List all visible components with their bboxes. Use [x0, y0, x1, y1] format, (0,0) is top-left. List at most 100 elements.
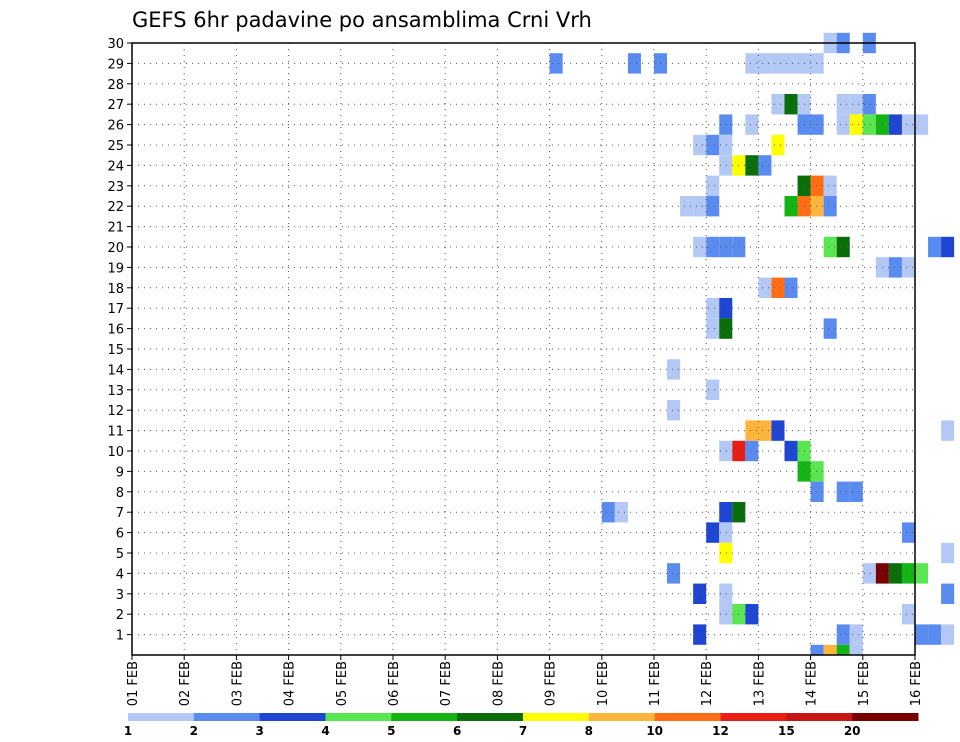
heatmap-cell	[941, 236, 955, 258]
heatmap-cell	[784, 277, 798, 298]
heatmap-cell	[706, 236, 720, 258]
heatmap-cell	[901, 114, 915, 135]
y-tick-label: 15	[107, 343, 124, 358]
y-tick-label: 22	[107, 200, 124, 215]
heatmap-cell	[810, 461, 824, 482]
legend-swatch	[128, 713, 195, 721]
heatmap-cell	[862, 94, 876, 115]
heatmap-cell	[745, 114, 759, 135]
heatmap-cell	[836, 481, 850, 502]
heatmap-cell	[719, 114, 733, 135]
heatmap-cell	[941, 542, 955, 564]
heatmap-cell	[836, 94, 850, 115]
y-tick-label: 16	[107, 323, 124, 338]
x-tick-label: 01 FEB	[126, 661, 141, 706]
heatmap-cell	[745, 604, 759, 625]
y-tick-label: 7	[116, 506, 124, 521]
x-axis: 01 FEB 02 FEB 03 FEB 04 FEB 05 FEB 06 FEB 07 F…	[126, 655, 924, 706]
y-tick-label: 13	[107, 384, 124, 399]
heatmap-cell	[719, 583, 733, 604]
x-tick-label: 04 FEB	[283, 661, 298, 706]
heatmap-cell	[680, 196, 694, 217]
legend-swatch	[654, 713, 721, 721]
heatmap-cell	[784, 440, 798, 462]
heatmap-cell	[719, 440, 733, 462]
heatmap-cells	[549, 32, 955, 655]
legend-swatch	[786, 713, 853, 721]
legend-label: 10	[646, 724, 663, 738]
heatmap-cell	[706, 522, 720, 543]
heatmap-cell	[758, 53, 772, 74]
legend-label: 20	[844, 724, 861, 738]
heatmap-cell	[771, 277, 785, 298]
y-tick-label: 27	[107, 98, 124, 113]
heatmap-cell	[810, 644, 824, 655]
heatmap-cell	[719, 502, 733, 523]
y-tick-label: 2	[116, 608, 124, 623]
heatmap-cell	[810, 114, 824, 135]
heatmap-cell	[915, 624, 929, 645]
y-tick-label: 4	[116, 567, 124, 582]
heatmap-cell	[667, 563, 681, 584]
x-tick-label: 03 FEB	[230, 661, 245, 706]
color-legend: 1 2 3 4 5 6 7 8 10 12 15 20	[124, 713, 919, 738]
y-tick-label: 25	[107, 139, 124, 154]
heatmap-cell	[862, 563, 876, 584]
y-tick-label: 20	[107, 241, 124, 256]
heatmap-cell	[823, 236, 837, 258]
y-tick-label: 30	[107, 37, 124, 52]
x-tick-label: 08 FEB	[491, 661, 506, 706]
heatmap-cell	[915, 114, 929, 135]
x-tick-label: 13 FEB	[752, 661, 767, 706]
x-tick-label: 10 FEB	[596, 661, 611, 706]
heatmap-cell	[941, 624, 955, 645]
y-tick-label: 29	[107, 57, 124, 72]
legend-label: 6	[453, 724, 461, 738]
y-tick-label: 17	[107, 302, 124, 317]
heatmap-cell	[706, 379, 720, 400]
x-tick-label: 14 FEB	[805, 661, 820, 706]
heatmap-cell	[719, 604, 733, 625]
heatmap-cell	[719, 542, 733, 564]
legend-label: 4	[321, 724, 329, 738]
legend-label: 8	[585, 724, 593, 738]
heatmap-cell	[771, 134, 785, 156]
x-tick-label: 16 FEB	[909, 661, 924, 706]
x-tick-label: 06 FEB	[387, 661, 402, 706]
heatmap-cell	[823, 318, 837, 339]
heatmap-cell	[719, 298, 733, 319]
y-tick-label: 9	[116, 465, 124, 480]
y-tick-label: 23	[107, 180, 124, 195]
heatmap-cell	[823, 196, 837, 217]
heatmap-cell	[784, 94, 798, 115]
heatmap-cell	[810, 175, 824, 196]
heatmap-cell	[758, 155, 772, 176]
heatmap-cell	[719, 155, 733, 176]
y-tick-label: 24	[107, 159, 124, 174]
y-tick-label: 19	[107, 261, 124, 276]
heatmap-cell	[627, 53, 641, 74]
heatmap-cell	[915, 563, 929, 584]
x-tick-label: 12 FEB	[700, 661, 715, 706]
legend-label: 5	[387, 724, 395, 738]
heatmap-cell	[667, 400, 681, 421]
x-tick-label: 05 FEB	[335, 661, 350, 706]
heatmap-cell	[888, 114, 902, 135]
heatmap-cell	[888, 563, 902, 584]
x-tick-label: 09 FEB	[544, 661, 559, 706]
heatmap-cell	[849, 114, 863, 135]
x-tick-label: 07 FEB	[439, 661, 454, 706]
heatmap-cell	[836, 236, 850, 258]
heatmap-cell	[810, 481, 824, 502]
heatmap-cell	[901, 604, 915, 625]
heatmap-cell	[888, 257, 902, 278]
heatmap-cell	[667, 359, 681, 380]
y-tick-label: 21	[107, 221, 124, 236]
legend-label: 7	[519, 724, 527, 738]
heatmap-cell	[614, 502, 628, 523]
x-tick-label: 11 FEB	[648, 661, 663, 706]
heatmap-cell	[758, 277, 772, 298]
legend-swatch	[259, 713, 326, 721]
y-tick-label: 8	[116, 486, 124, 501]
